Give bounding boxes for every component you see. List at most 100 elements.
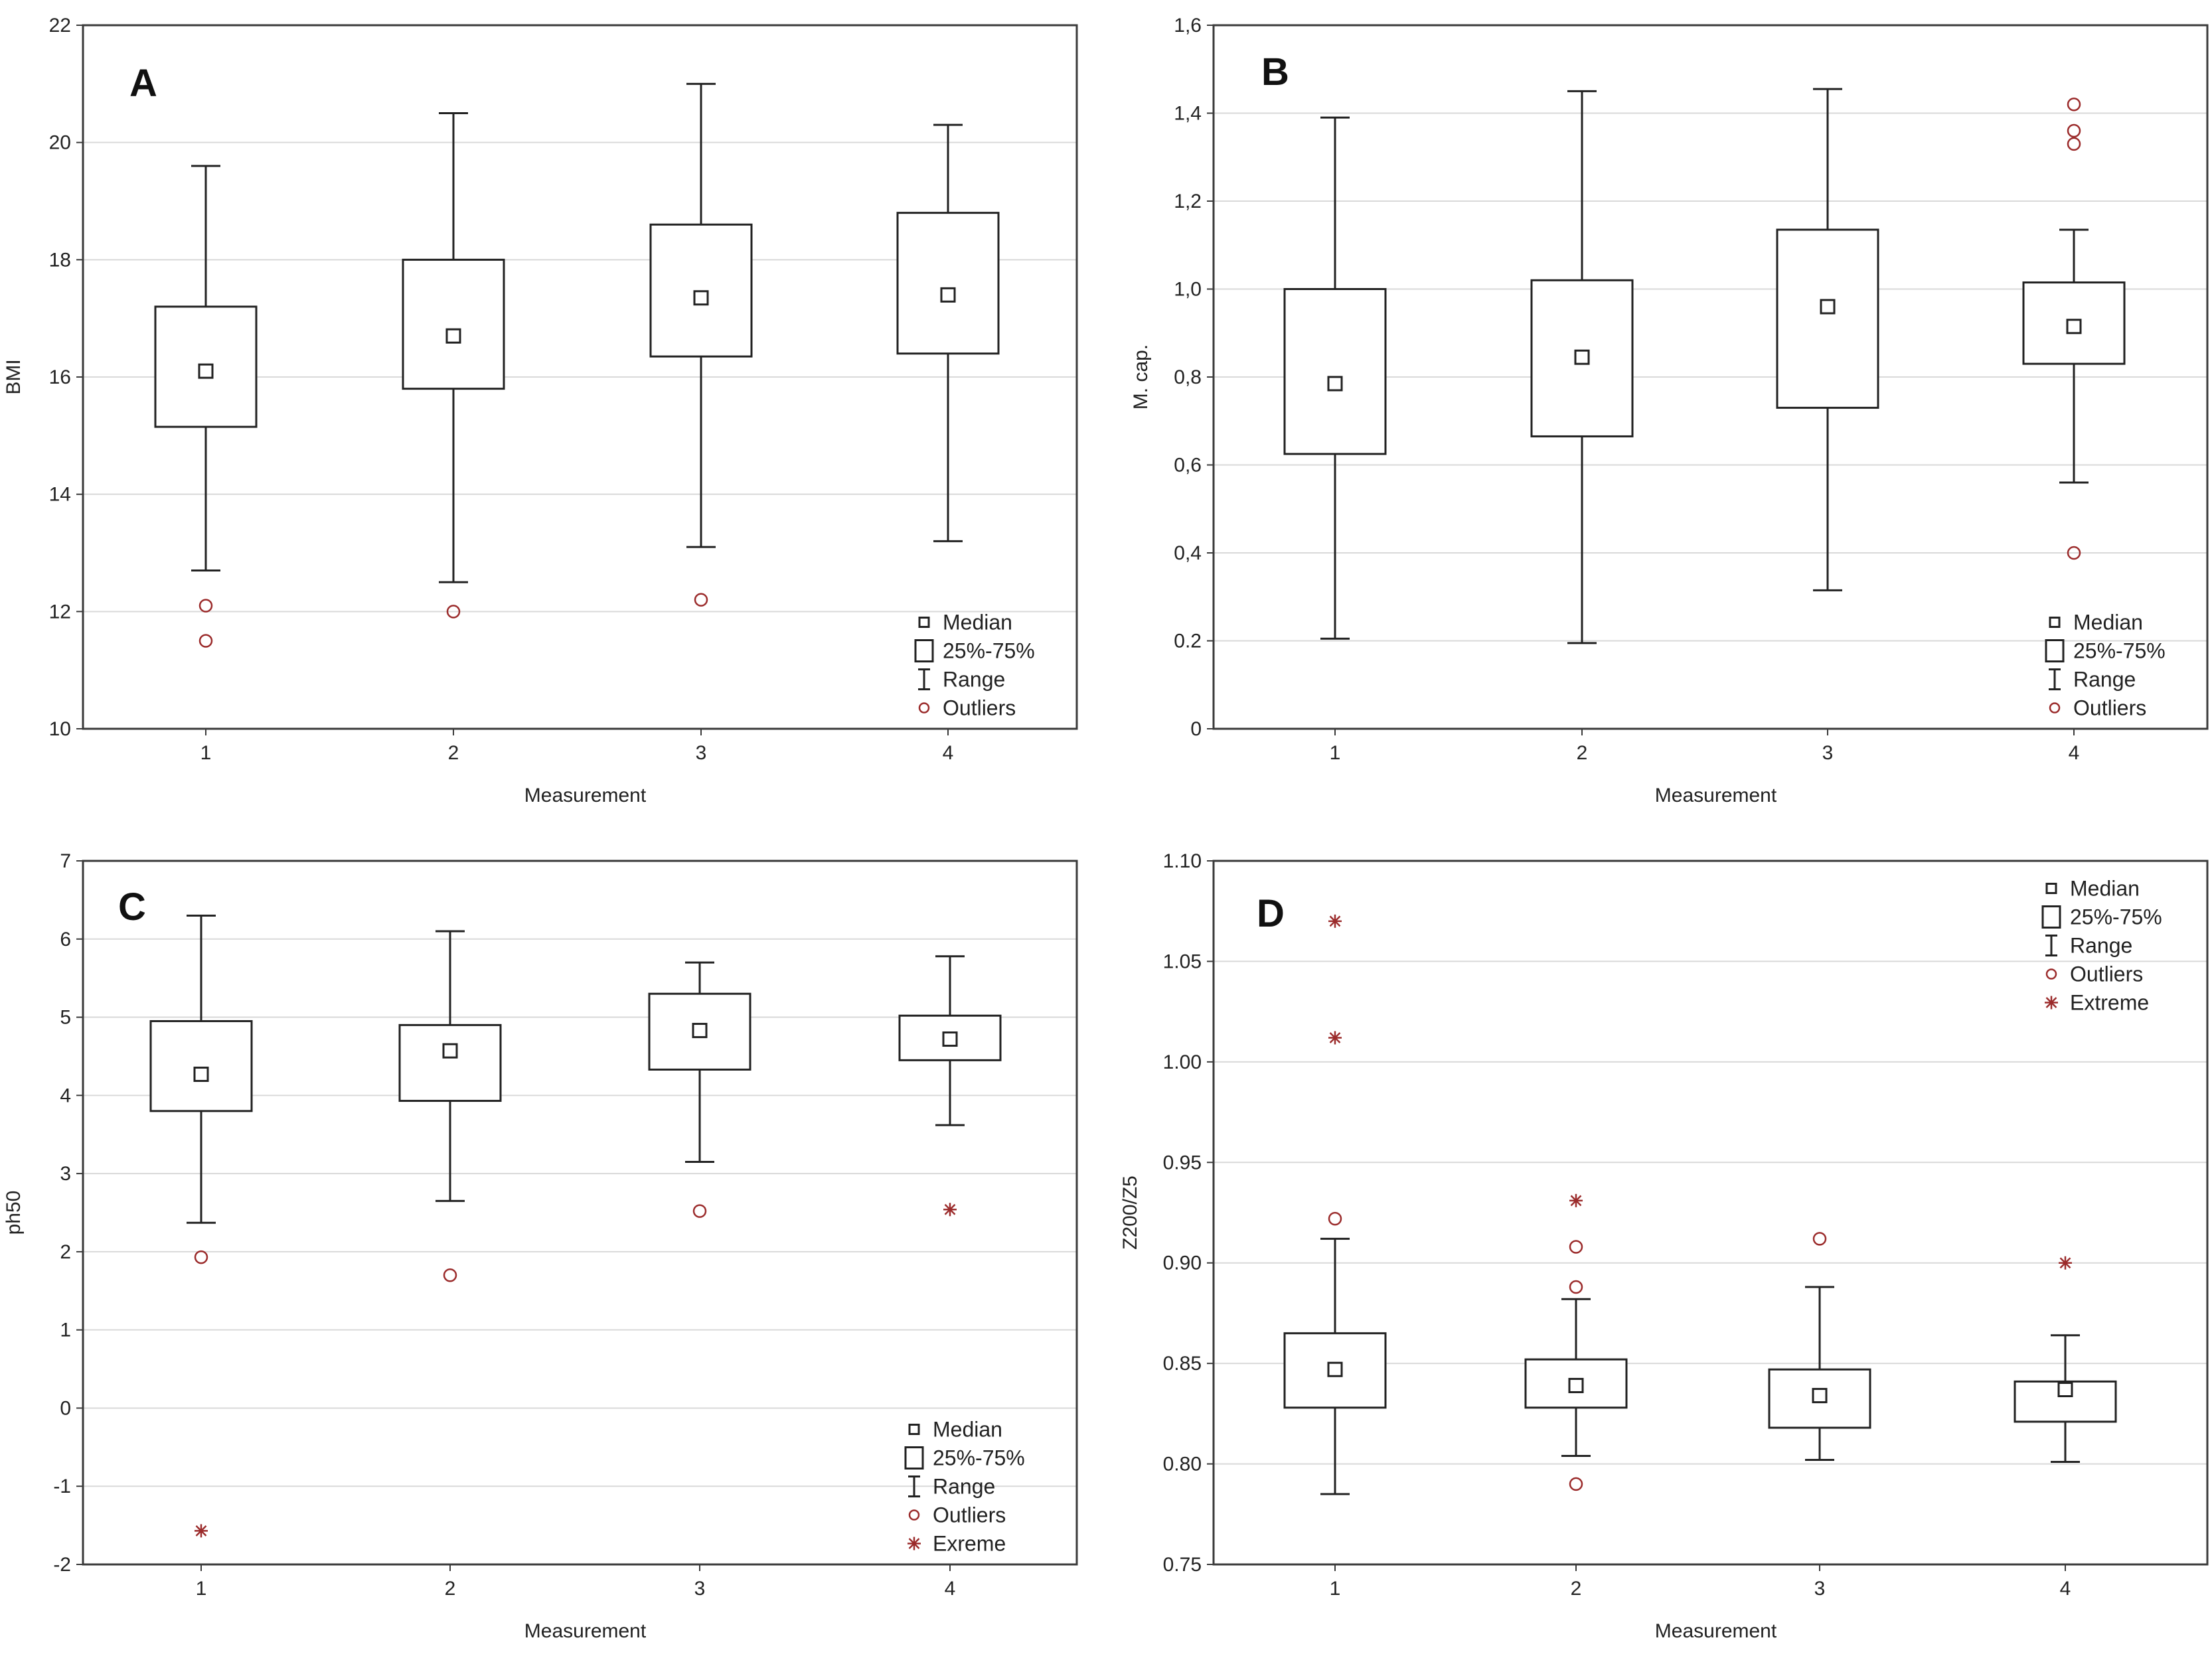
legend-range-icon <box>908 1475 920 1497</box>
box-group-3 <box>1768 1232 1871 1462</box>
legend-label: 25%-75% <box>2070 905 2162 929</box>
outlier-point <box>1569 1240 1583 1254</box>
x-tick-label: 4 <box>945 1578 956 1600</box>
box-group-1 <box>1283 914 1387 1495</box>
extreme-point-d2 <box>195 1525 207 1537</box>
y-tick-label: 18 <box>49 249 71 271</box>
y-tick-label: 14 <box>49 484 71 506</box>
median-marker <box>1820 299 1836 315</box>
legend-range-icon <box>2045 935 2057 956</box>
outlier-point <box>1569 1280 1583 1294</box>
legend-label: Range <box>933 1475 995 1499</box>
median-marker <box>2057 1382 2073 1398</box>
outlier-point <box>692 1204 707 1218</box>
x-tick-label: 3 <box>1822 742 1834 764</box>
legend-label: Extreme <box>2070 991 2149 1015</box>
median-marker <box>193 1067 209 1083</box>
y-tick-label: 1,0 <box>1174 279 1202 301</box>
outlier-point <box>1569 1477 1583 1491</box>
legend-1: Median 25%-75% Range Outliers <box>2045 611 2166 720</box>
y-tick-label: 0.85 <box>1163 1353 1202 1375</box>
legend-label: Median <box>2070 877 2140 901</box>
extreme-point <box>1328 1031 1342 1045</box>
y-tick-label: 0.2 <box>1174 631 1202 652</box>
legend-label: Outliers <box>2070 962 2143 986</box>
legend-median-icon <box>2045 883 2057 894</box>
extreme-point-d2 <box>2059 1257 2071 1269</box>
x-tick-label: 2 <box>1577 742 1588 764</box>
legend-outlier-icon <box>2049 702 2061 714</box>
y-axis-label: ph50 <box>3 1191 25 1235</box>
extreme-point-d2 <box>1329 1032 1341 1043</box>
box-group-3 <box>1776 88 1879 591</box>
median-marker <box>693 290 709 306</box>
panel-D: 0.75 0.80 0.85 0.90 0.95 1.00 1.05 1.10 1 2 3 4 Meas… <box>1119 850 2209 1642</box>
y-tick-label: 0.80 <box>1163 1454 1202 1475</box>
y-tick-label: 0 <box>1190 718 1202 740</box>
legend-label: Outliers <box>943 696 1016 720</box>
iqr-box <box>149 1020 253 1112</box>
extreme-point <box>1569 1193 1583 1207</box>
box-group-4 <box>896 123 1000 542</box>
y-tick-label: 16 <box>49 366 71 388</box>
box-group-3 <box>648 961 751 1218</box>
panel-letter: B <box>1261 50 1289 94</box>
y-tick-label: 5 <box>60 1007 71 1029</box>
y-tick-label: 12 <box>49 601 71 623</box>
y-tick-label: 1.05 <box>1163 950 1202 972</box>
legend-range-icon <box>2049 668 2061 690</box>
y-tick-label: 1.00 <box>1163 1051 1202 1073</box>
legend-label: Outliers <box>933 1503 1006 1527</box>
y-tick-label: 0.90 <box>1163 1252 1202 1274</box>
x-tick-label: 4 <box>943 742 954 764</box>
iqr-box <box>1283 288 1387 455</box>
legend-box-icon <box>904 1446 924 1470</box>
legend-median-icon <box>908 1424 920 1435</box>
box-group-4 <box>2022 98 2126 560</box>
y-tick-label: -1 <box>53 1475 71 1497</box>
x-tick-label: 1 <box>1330 1578 1341 1600</box>
legend-outlier-icon <box>908 1509 920 1521</box>
box-group-1 <box>154 165 258 648</box>
outlier-point <box>198 599 213 613</box>
box-group-2 <box>398 930 502 1282</box>
legend-label: 25%-75% <box>2073 639 2166 663</box>
y-tick-label: 1,4 <box>1174 103 1202 125</box>
legend-extreme-icon <box>2045 996 2058 1010</box>
box-group-1 <box>149 914 253 1538</box>
legend-range-icon <box>918 668 930 690</box>
y-tick-label: 22 <box>49 15 71 37</box>
median-marker <box>445 328 461 344</box>
y-axis-label: Z200/Z5 <box>1119 1175 1141 1250</box>
panel-B: 0 0.2 0,4 0,6 0,8 1,0 1,2 1,4 1,6 1 2 3 4 Measurement… <box>1130 15 2209 806</box>
extreme-point <box>2059 1256 2072 1270</box>
legend-label: Median <box>943 611 1012 635</box>
outlier-point <box>198 634 213 648</box>
iqr-box <box>402 258 505 390</box>
legend-extreme-icon <box>908 1537 921 1550</box>
x-axis-label: Measurement <box>1655 785 1777 806</box>
x-tick-label: 1 <box>196 1578 207 1600</box>
median-marker <box>442 1043 458 1059</box>
extreme-point-d2 <box>944 1203 956 1215</box>
iqr-box <box>1776 228 1879 409</box>
x-tick-label: 3 <box>696 742 707 764</box>
median-marker <box>198 363 214 379</box>
y-axis-label: M. cap. <box>1130 344 1152 410</box>
legend-label: 25%-75% <box>933 1446 1025 1470</box>
legend-label: Range <box>2073 668 2136 692</box>
outlier-point <box>2067 546 2081 560</box>
median-marker <box>1568 1377 1584 1393</box>
median-marker <box>1812 1388 1828 1404</box>
panel-C: -2 -1 0 1 2 3 4 5 6 7 1 2 3 4 Measurement ph50 C Median 25… <box>3 850 1078 1642</box>
y-tick-label: 1 <box>60 1320 71 1341</box>
outlier-point <box>194 1250 208 1264</box>
box-group-2 <box>1530 90 1634 644</box>
x-tick-label: 4 <box>2069 742 2080 764</box>
legend-3: Median 25%-75% Range Outliers Extreme <box>2041 877 2162 1015</box>
box-group-2 <box>1524 1193 1628 1491</box>
y-tick-label: 0 <box>60 1397 71 1419</box>
x-tick-label: 3 <box>1814 1578 1826 1600</box>
